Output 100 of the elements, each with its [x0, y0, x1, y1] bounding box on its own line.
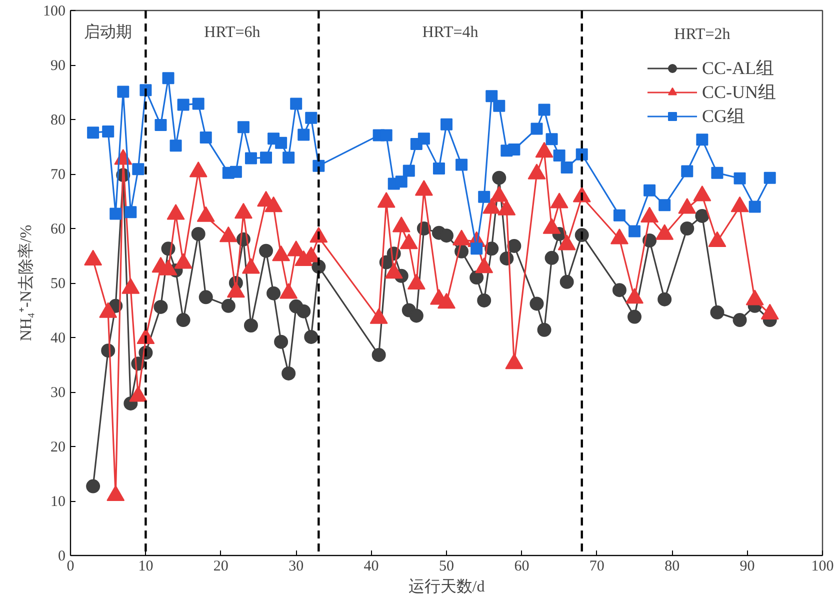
point: [628, 225, 640, 238]
point: [680, 222, 694, 236]
point: [192, 98, 204, 110]
y-tick-label: 90: [50, 58, 66, 74]
point: [304, 330, 318, 344]
point: [553, 149, 566, 162]
point: [658, 292, 672, 306]
annotation: HRT=2h: [674, 26, 730, 43]
x-tick-label: 70: [589, 558, 604, 574]
point: [110, 208, 122, 220]
point: [275, 136, 288, 149]
point: [237, 121, 250, 134]
x-tick-label: 20: [213, 558, 228, 574]
point: [644, 184, 656, 196]
point: [86, 479, 100, 494]
point: [613, 209, 626, 222]
point: [544, 250, 559, 265]
point: [124, 206, 137, 218]
point: [538, 104, 550, 116]
x-tick-label: 80: [664, 558, 680, 574]
point: [395, 176, 408, 188]
point: [282, 152, 295, 164]
point: [628, 310, 642, 324]
legend-label: CC-AL组: [702, 57, 774, 80]
point: [260, 152, 272, 164]
y-tick-label: 60: [50, 222, 66, 238]
point: [530, 296, 544, 311]
annotation: HRT=4h: [422, 24, 478, 41]
y-tick-label: 10: [50, 494, 66, 510]
point: [290, 98, 302, 110]
x-tick-label: 60: [514, 558, 530, 574]
point: [612, 283, 626, 298]
point: [508, 143, 520, 156]
point: [176, 313, 190, 328]
point: [296, 304, 311, 318]
point: [132, 163, 144, 176]
point: [221, 298, 236, 313]
y-tick-label: 80: [50, 112, 66, 128]
point: [230, 166, 242, 178]
y-tick-label: 40: [50, 330, 66, 346]
point: [546, 133, 558, 146]
legend-label: CG组: [702, 105, 745, 128]
point: [440, 228, 454, 243]
point: [748, 200, 761, 213]
point: [507, 238, 522, 253]
point: [710, 305, 724, 320]
point: [486, 90, 498, 102]
point: [154, 300, 168, 314]
point: [298, 128, 310, 141]
point: [117, 86, 130, 98]
annotation: HRT=6h: [204, 24, 260, 41]
point: [162, 72, 174, 84]
x-tick-label: 50: [439, 558, 454, 574]
point: [200, 131, 212, 144]
point: [530, 122, 543, 135]
point: [492, 170, 506, 185]
point: [493, 100, 506, 112]
point: [537, 322, 552, 337]
point: [191, 226, 206, 241]
point: [282, 366, 296, 380]
point: [732, 313, 747, 328]
point: [470, 242, 483, 255]
point: [711, 166, 724, 179]
point: [409, 308, 424, 323]
point: [274, 334, 288, 349]
point: [266, 286, 281, 300]
y-tick-label: 20: [50, 440, 66, 456]
y-axis-title: NH₄⁺-N去除率/%: [17, 224, 35, 342]
point: [560, 161, 573, 174]
y-tick-label: 100: [43, 4, 66, 20]
x-tick-label: 30: [288, 558, 304, 574]
point: [456, 158, 468, 171]
point: [244, 152, 257, 164]
point: [696, 134, 708, 146]
point: [380, 129, 392, 142]
y-tick-label: 50: [50, 276, 66, 292]
point: [560, 274, 574, 289]
point: [154, 118, 167, 131]
x-tick-label: 90: [740, 558, 755, 574]
point: [695, 208, 710, 223]
point: [477, 293, 492, 308]
legend-label: CC-UN组: [702, 81, 776, 104]
y-tick-label: 0: [58, 548, 66, 564]
x-axis-title: 运行天数/d: [408, 578, 485, 596]
point: [102, 125, 114, 138]
point: [170, 140, 182, 152]
point: [418, 132, 430, 145]
point: [764, 172, 776, 184]
x-tick-label: 40: [364, 558, 379, 574]
point: [734, 172, 746, 184]
y-tick-label: 30: [50, 385, 66, 401]
point: [432, 162, 445, 175]
x-tick-label: 10: [138, 558, 154, 574]
point: [658, 199, 671, 212]
y-tick-label: 70: [50, 167, 66, 183]
point: [372, 348, 386, 362]
point: [440, 118, 452, 130]
point: [478, 190, 490, 203]
point: [470, 270, 484, 285]
annotation: 启动期: [84, 23, 132, 41]
